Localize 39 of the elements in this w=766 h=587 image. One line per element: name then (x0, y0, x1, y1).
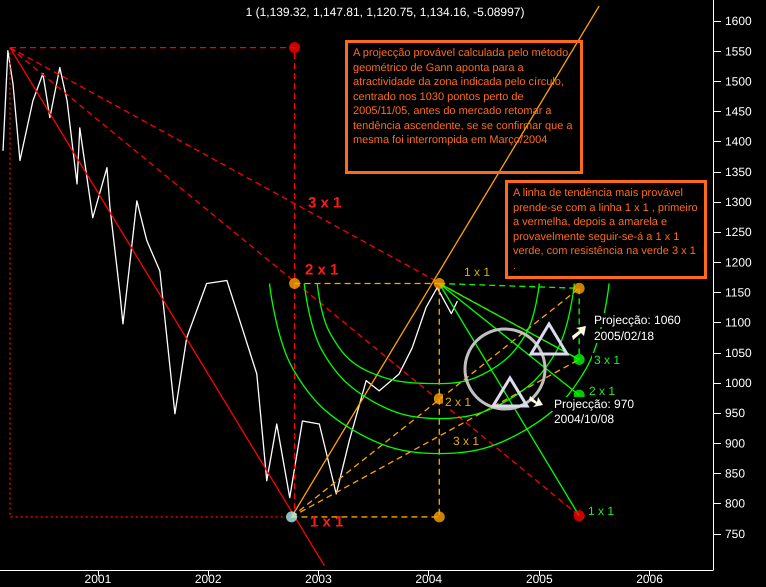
annotation: 3 x 1 (453, 434, 480, 448)
y-tick-label: 900 (725, 436, 746, 450)
y-tick-label: 1200 (725, 255, 752, 270)
x-tick-label: 2006 (636, 572, 664, 586)
x-tick-label: 2005 (526, 572, 553, 586)
annotation: 3 x 1 (594, 353, 620, 367)
y-tick-label: 1100 (725, 316, 752, 330)
annotation: 2 x 1 (305, 262, 338, 278)
annotation: Projecção: 1060 (594, 313, 682, 327)
y-tick-label: 1000 (725, 376, 752, 390)
annotation: 3 x 1 (308, 194, 342, 212)
y-tick-label: 950 (725, 406, 746, 420)
annotation: 2 x 1 (589, 384, 616, 398)
y-tick-label: 1350 (725, 164, 752, 179)
y-tick-label: 1550 (725, 44, 752, 58)
y-tick-label: 1600 (725, 14, 752, 28)
annotation: 2005/02/18 (594, 329, 654, 343)
annotation: 1 x 1 (310, 514, 344, 530)
annotation: 2 x 1 (445, 395, 472, 409)
y-tick-label: 800 (725, 496, 746, 511)
annotation: Projecção: 970 (554, 397, 634, 411)
y-tick-label: 850 (725, 466, 746, 480)
x-tick-label: 2002 (194, 572, 222, 586)
y-tick-label: 1500 (725, 74, 752, 88)
annotation: A linha de tendência mais provável prende-se com a linha 1 x 1 , primeiro a vermelha, depois a amarela e provavelmente seguir-se-á a 1 x 1 verde, com resistência na verde 3 x 1 . (505, 180, 707, 279)
y-tick-label: 750 (725, 526, 746, 541)
y-tick-label: 1300 (725, 195, 752, 210)
annotation: 1 x 1 (588, 504, 614, 518)
y-tick-label: 1250 (725, 225, 752, 240)
y-tick-label: 1400 (725, 134, 752, 149)
annotation: 2004/10/08 (554, 412, 614, 426)
x-tick-label: 2001 (84, 572, 112, 586)
y-tick-label: 1050 (725, 346, 752, 360)
x-tick-label: 2004 (415, 572, 442, 586)
y-tick-label: 1450 (725, 104, 752, 119)
x-tick-label: 2003 (305, 572, 332, 586)
y-tick-label: 1150 (725, 286, 752, 300)
annotation: 1 x 1 (464, 265, 490, 279)
chart-title: 1 (1,139.32, 1,147.81, 1,120.75, 1,134.16, -5.08997) (246, 5, 524, 19)
